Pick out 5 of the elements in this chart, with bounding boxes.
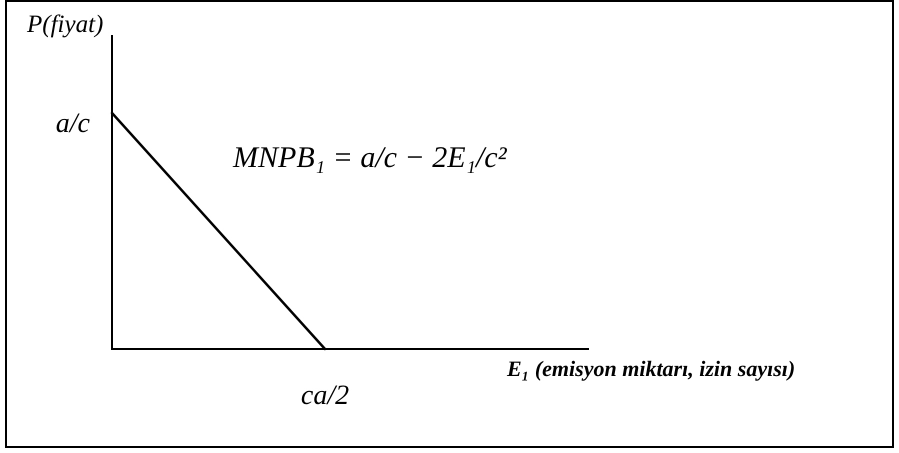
text: a/c	[56, 108, 91, 138]
annotation: ca/2	[300, 380, 350, 411]
annotation: MNPB₁ = a/c − 2E₁/c²	[232, 141, 508, 174]
x-axis-title: E₁ (emisyon miktarı, izin sayısı)	[506, 356, 796, 381]
y-axis-title: P(fiyat)	[26, 11, 104, 38]
